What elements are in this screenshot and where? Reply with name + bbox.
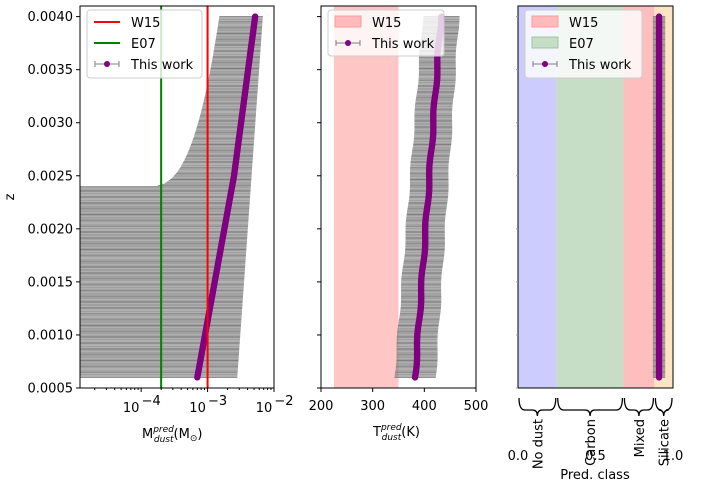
legend-label-w15: W15 bbox=[372, 16, 401, 31]
x-tick-label: 0.5 bbox=[585, 449, 606, 464]
class-label: Mixed bbox=[633, 419, 648, 457]
y-tick-label: 0.0035 bbox=[28, 63, 74, 78]
legend-marker-this-work bbox=[532, 61, 558, 67]
legend-swatch-w15 bbox=[531, 15, 559, 28]
legend-marker-this-work bbox=[335, 40, 361, 46]
class-brace bbox=[557, 397, 624, 417]
legend-panel-dust-temperature: W15 This work bbox=[327, 9, 445, 57]
x-tick-exponent: −2 bbox=[274, 394, 293, 409]
class-brace bbox=[654, 397, 673, 417]
x-tick-exponent: −3 bbox=[208, 394, 227, 409]
legend-label-w15: W15 bbox=[569, 16, 598, 31]
data-point bbox=[251, 13, 259, 20]
y-tick-label: 0.0020 bbox=[28, 222, 74, 237]
x-axis-label-class: Pred. class bbox=[560, 468, 630, 483]
panel-dust-mass: 0.0005 0.0010 0.0015 0.0020 0.0025 0.0030 0.00… bbox=[3, 5, 294, 445]
class-label: No dust bbox=[531, 419, 546, 469]
x-tick-label: 0.0 bbox=[508, 449, 529, 464]
y-tick-label: 0.0030 bbox=[28, 116, 74, 131]
legend-label-e07: E07 bbox=[569, 37, 594, 52]
legend-swatch-e07 bbox=[531, 36, 559, 49]
panel-dust-mass-frame bbox=[79, 5, 275, 389]
y-tick-label: 0.0010 bbox=[28, 328, 74, 343]
x-tick-label: 10 bbox=[256, 401, 273, 416]
legend-label-this-work: This work bbox=[568, 58, 632, 73]
panel-predicted-class: No dust Carbon Mixed Silicate 0.0 0.5 1.0 Pre… bbox=[508, 5, 684, 483]
x-tick-label: 10 bbox=[123, 401, 140, 416]
legend-swatch-w15 bbox=[334, 15, 362, 28]
y-tick-label: 0.0015 bbox=[28, 275, 74, 290]
x-axis-label-temperature: Tpred dust(K) bbox=[372, 423, 420, 443]
class-label: Carbon bbox=[584, 419, 599, 466]
panel-dust-temperature-frame bbox=[320, 5, 477, 389]
y-tick-label: 0.0025 bbox=[28, 169, 74, 184]
legend-label-this-work: This work bbox=[130, 58, 194, 73]
panel-predicted-class-frame bbox=[517, 5, 674, 389]
x-tick-label: 400 bbox=[412, 399, 437, 414]
class-label: Silicate bbox=[658, 419, 673, 466]
legend-marker-this-work bbox=[94, 61, 120, 67]
data-point bbox=[655, 13, 663, 20]
x-tick-label: 10 bbox=[189, 401, 206, 416]
band-w15 bbox=[333, 6, 399, 388]
y-axis-label: z bbox=[3, 193, 18, 200]
legend-label-e07: E07 bbox=[131, 37, 156, 52]
x-tick-label: 300 bbox=[360, 399, 385, 414]
legend-label-w15: W15 bbox=[131, 16, 160, 31]
legend-panel-dust-mass: W15 E07 This work bbox=[86, 9, 203, 79]
x-tick-label: 1.0 bbox=[663, 449, 684, 464]
x-tick-exponent: −4 bbox=[142, 394, 161, 409]
y-tick-label: 0.0040 bbox=[28, 10, 74, 25]
panel-dust-temperature: 200 300 400 500 Tpred dust(K) W15 This work bbox=[309, 5, 489, 443]
x-tick-label: 200 bbox=[309, 399, 334, 414]
class-brace bbox=[518, 397, 557, 417]
x-axis-label-mass: Mpred dust(M⊙) bbox=[142, 425, 202, 445]
legend-panel-predicted-class: W15 E07 This work bbox=[524, 9, 643, 79]
legend-label-this-work: This work bbox=[371, 37, 435, 52]
x-tick-label: 500 bbox=[464, 399, 489, 414]
class-brace bbox=[623, 397, 655, 417]
y-tick-label: 0.0005 bbox=[28, 382, 74, 397]
